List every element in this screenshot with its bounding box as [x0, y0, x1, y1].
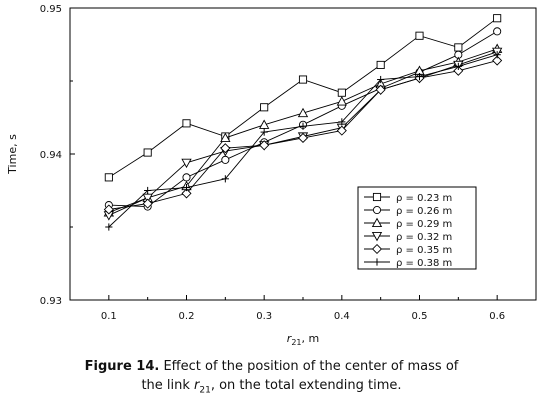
data-point: [336, 125, 347, 136]
data-point: [492, 55, 503, 66]
data-point: [454, 43, 463, 52]
x-tick-label: 0.5: [412, 311, 428, 322]
series-5: [103, 55, 503, 215]
data-point: [144, 186, 152, 195]
legend-label: ρ = 0.23 m: [396, 193, 452, 204]
data-point: [221, 155, 230, 164]
data-point: [260, 103, 269, 112]
data-point: [142, 193, 153, 204]
caption-line-2-post: , on the total extending time.: [210, 378, 402, 393]
data-point: [453, 65, 464, 76]
legend-marker: [371, 243, 383, 255]
data-point: [493, 51, 501, 59]
x-tick-label: 0.2: [179, 311, 195, 322]
x-axis-title: r21, m: [287, 332, 319, 347]
figure-caption: Figure 14. Effect of the position of the…: [0, 357, 543, 401]
data-point: [182, 173, 191, 182]
data-point: [415, 73, 424, 81]
caption-line-2-pre: the link: [141, 378, 195, 393]
data-point: [297, 132, 309, 143]
x-tick-label: 0.4: [334, 311, 350, 322]
data-point: [105, 223, 113, 231]
data-point: [297, 107, 309, 118]
legend-label: ρ = 0.38 m: [396, 258, 452, 269]
legend-marker: [371, 217, 383, 228]
series-1: [104, 14, 502, 182]
legend-item: ρ = 0.32 m: [364, 231, 452, 243]
x-axis-ticks: 0.1 0.2 0.3 0.4 0.5 0.6: [101, 295, 537, 322]
caption-variable: r: [194, 378, 200, 393]
legend-marker: [372, 205, 382, 215]
data-point: [220, 143, 231, 154]
legend-marker: [371, 231, 383, 242]
data-point: [299, 122, 307, 130]
x-axis-title-unit: , m: [302, 332, 320, 345]
legend-item: ρ = 0.23 m: [364, 192, 452, 204]
data-point: [220, 132, 231, 142]
y-tick-label: 0.93: [40, 296, 62, 307]
line-chart: 0.930.940.95 0.1 0.2 0.3 0.4 0.5 0.6 Time, s …: [6, 4, 537, 347]
legend-item: ρ = 0.35 m: [364, 243, 452, 256]
legend-item: ρ = 0.26 m: [364, 205, 452, 217]
caption-line-1: Figure 14. Effect of the position of the…: [0, 357, 543, 376]
legend-marker: [372, 192, 382, 202]
data-point: [103, 204, 114, 215]
caption-line-2: the link r21, on the total extending tim…: [0, 376, 543, 401]
legend-marker: [373, 258, 381, 266]
x-axis-title-variable: r: [287, 332, 293, 345]
data-point: [376, 60, 385, 69]
y-tick-label: 0.94: [40, 150, 62, 161]
data-point: [142, 198, 153, 209]
data-point: [182, 183, 191, 192]
x-axis-title-subscript: 21: [291, 338, 301, 347]
y-axis-ticks: 0.93 0.94 0.95: [40, 4, 75, 307]
legend-label: ρ = 0.29 m: [396, 219, 452, 230]
series-layer: [103, 14, 503, 231]
y-tick-label: 0.95: [40, 4, 62, 15]
data-point: [493, 14, 502, 23]
data-point: [415, 31, 424, 40]
legend-item: ρ = 0.29 m: [364, 217, 452, 230]
legend-label: ρ = 0.26 m: [396, 206, 452, 217]
data-point: [181, 188, 192, 199]
y-axis-title: Time, s: [6, 134, 19, 175]
x-tick-label: 0.3: [256, 311, 272, 322]
data-point: [338, 118, 346, 126]
legend-label: ρ = 0.32 m: [396, 232, 452, 243]
data-point: [260, 128, 268, 136]
series-line: [108, 17, 498, 178]
data-point: [259, 140, 270, 151]
caption-subscript: 21: [199, 385, 211, 396]
data-point: [104, 173, 113, 182]
legend-label: ρ = 0.35 m: [396, 245, 452, 256]
data-point: [259, 119, 270, 129]
data-point: [182, 119, 191, 128]
data-point: [375, 84, 386, 95]
data-point: [143, 148, 152, 157]
series-6: [105, 51, 501, 231]
data-point: [298, 75, 308, 84]
data-point: [454, 62, 462, 70]
legend-item: ρ = 0.38 m: [364, 258, 452, 269]
data-point: [221, 175, 229, 183]
x-tick-label: 0.6: [489, 311, 505, 322]
data-point: [493, 27, 502, 36]
caption-figure-label: Figure 14.: [84, 359, 160, 374]
caption-line-1-text: Effect of the position of the center of …: [159, 359, 459, 374]
legend: ρ = 0.23 m ρ = 0.26 m ρ = 0.29 m ρ = 0.32 m…: [357, 186, 477, 270]
data-point: [337, 88, 346, 97]
data-point: [377, 75, 385, 84]
data-point: [336, 96, 347, 106]
data-point: [181, 158, 192, 169]
x-tick-label: 0.1: [101, 311, 117, 322]
